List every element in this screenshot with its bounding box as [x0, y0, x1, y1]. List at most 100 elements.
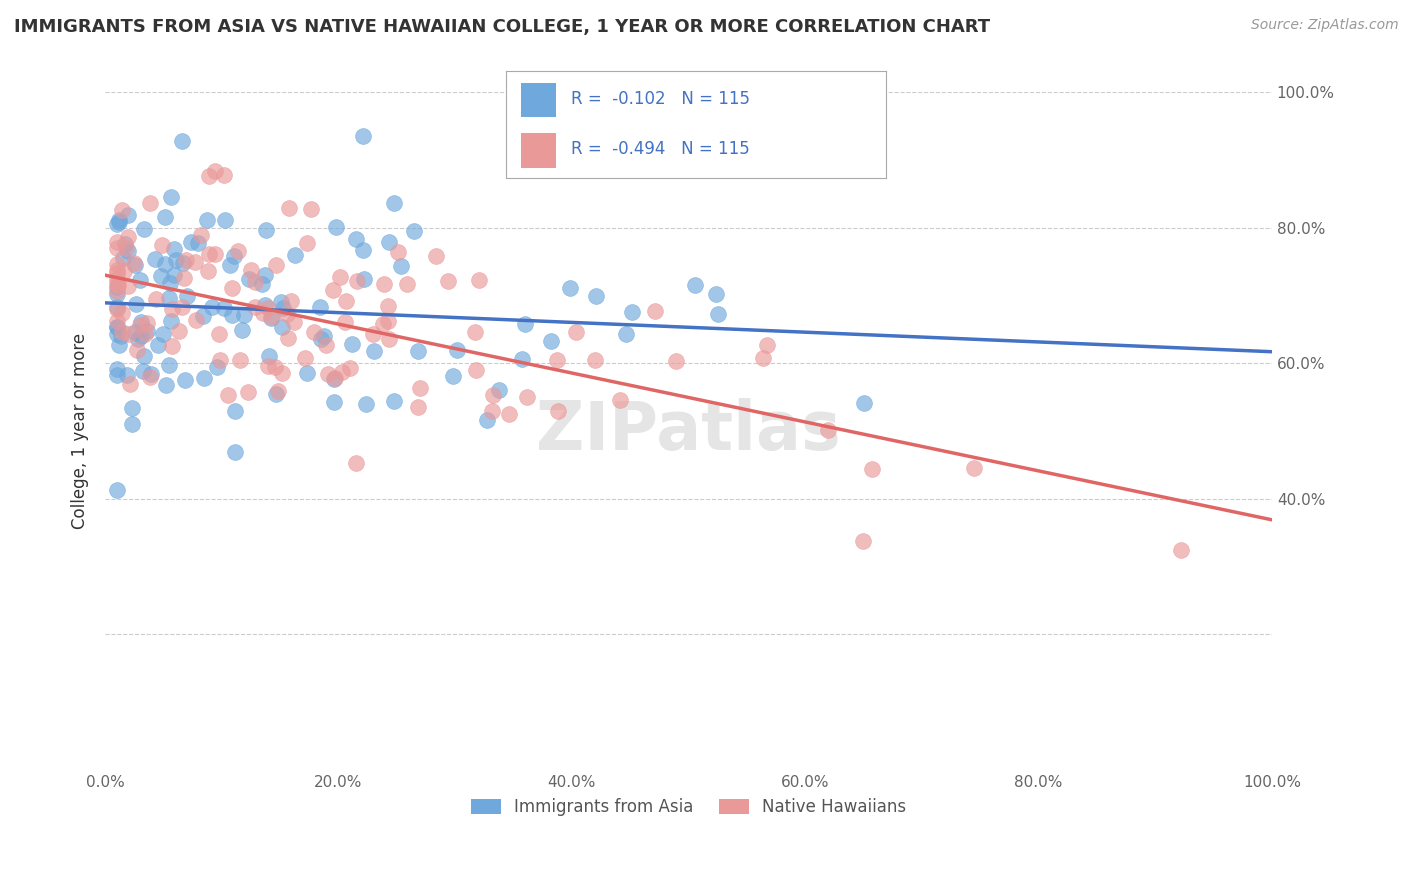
Point	[112, 251, 135, 265]
Point	[165, 253, 187, 268]
Point	[205, 359, 228, 374]
Point	[105, 326, 128, 341]
Point	[229, 352, 252, 367]
Point	[271, 301, 294, 315]
Point	[406, 343, 429, 358]
Point	[683, 277, 706, 292]
Point	[121, 417, 143, 431]
Point	[112, 264, 135, 278]
Point	[149, 269, 172, 284]
Point	[558, 281, 581, 295]
Point	[160, 339, 183, 353]
Point	[312, 328, 335, 343]
Point	[105, 279, 128, 293]
Point	[406, 400, 429, 414]
Point	[138, 370, 160, 384]
Point	[222, 249, 245, 263]
Point	[221, 308, 243, 322]
Point	[136, 324, 159, 338]
Point	[302, 326, 325, 340]
Point	[330, 365, 353, 379]
Point	[245, 300, 267, 314]
Point	[446, 343, 468, 358]
Point	[706, 286, 728, 301]
Point	[138, 195, 160, 210]
Point	[135, 316, 157, 330]
Point	[256, 301, 278, 315]
Point	[852, 396, 875, 410]
Point	[389, 259, 412, 273]
Point	[441, 369, 464, 384]
Point	[352, 128, 374, 143]
Point	[270, 294, 292, 309]
Point	[262, 310, 284, 325]
Point	[361, 326, 384, 341]
Point	[540, 334, 562, 348]
Point	[583, 352, 606, 367]
Point	[153, 257, 176, 271]
Point	[481, 404, 503, 418]
Point	[163, 268, 186, 282]
Point	[172, 134, 194, 148]
Point	[172, 256, 194, 270]
Point	[105, 301, 128, 316]
Point	[121, 401, 143, 415]
Point	[114, 236, 136, 251]
Point	[665, 354, 688, 368]
Point	[180, 235, 202, 250]
Point	[260, 311, 283, 326]
Point	[118, 327, 141, 342]
Point	[252, 277, 274, 292]
Point	[240, 263, 263, 277]
Point	[226, 244, 249, 258]
Point	[482, 388, 505, 402]
Point	[159, 277, 181, 291]
Point	[756, 338, 779, 352]
Point	[124, 258, 146, 272]
Point	[155, 377, 177, 392]
Point	[243, 275, 266, 289]
Point	[122, 256, 145, 270]
Point	[105, 266, 128, 280]
Point	[299, 202, 322, 217]
Point	[174, 373, 197, 387]
Point	[170, 301, 193, 315]
Point	[294, 351, 316, 365]
Point	[546, 353, 568, 368]
Point	[105, 320, 128, 334]
Point	[378, 235, 401, 249]
Point	[221, 281, 243, 295]
Point	[115, 368, 138, 382]
Point	[238, 272, 260, 286]
Point	[105, 235, 128, 250]
Point	[464, 363, 486, 377]
Legend: Immigrants from Asia, Native Hawaiians: Immigrants from Asia, Native Hawaiians	[464, 791, 912, 822]
Point	[1170, 543, 1192, 558]
Point	[176, 253, 198, 268]
Point	[257, 359, 280, 374]
Point	[352, 243, 374, 257]
Point	[614, 326, 637, 341]
Point	[117, 208, 139, 222]
Point	[111, 306, 134, 320]
Point	[208, 326, 231, 341]
Point	[105, 483, 128, 497]
Point	[145, 293, 167, 307]
Point	[197, 264, 219, 278]
Point	[134, 326, 156, 341]
Point	[322, 395, 344, 409]
Point	[129, 318, 152, 333]
Point	[295, 236, 318, 251]
Point	[134, 349, 156, 363]
Point	[129, 315, 152, 329]
Point	[271, 319, 294, 334]
Point	[644, 304, 666, 318]
Point	[852, 533, 875, 548]
Point	[396, 277, 419, 291]
Point	[547, 403, 569, 417]
Point	[516, 390, 538, 404]
Point	[111, 202, 134, 217]
Text: R =  -0.102   N = 115: R = -0.102 N = 115	[571, 90, 749, 108]
Point	[371, 318, 394, 332]
Point	[212, 168, 235, 182]
